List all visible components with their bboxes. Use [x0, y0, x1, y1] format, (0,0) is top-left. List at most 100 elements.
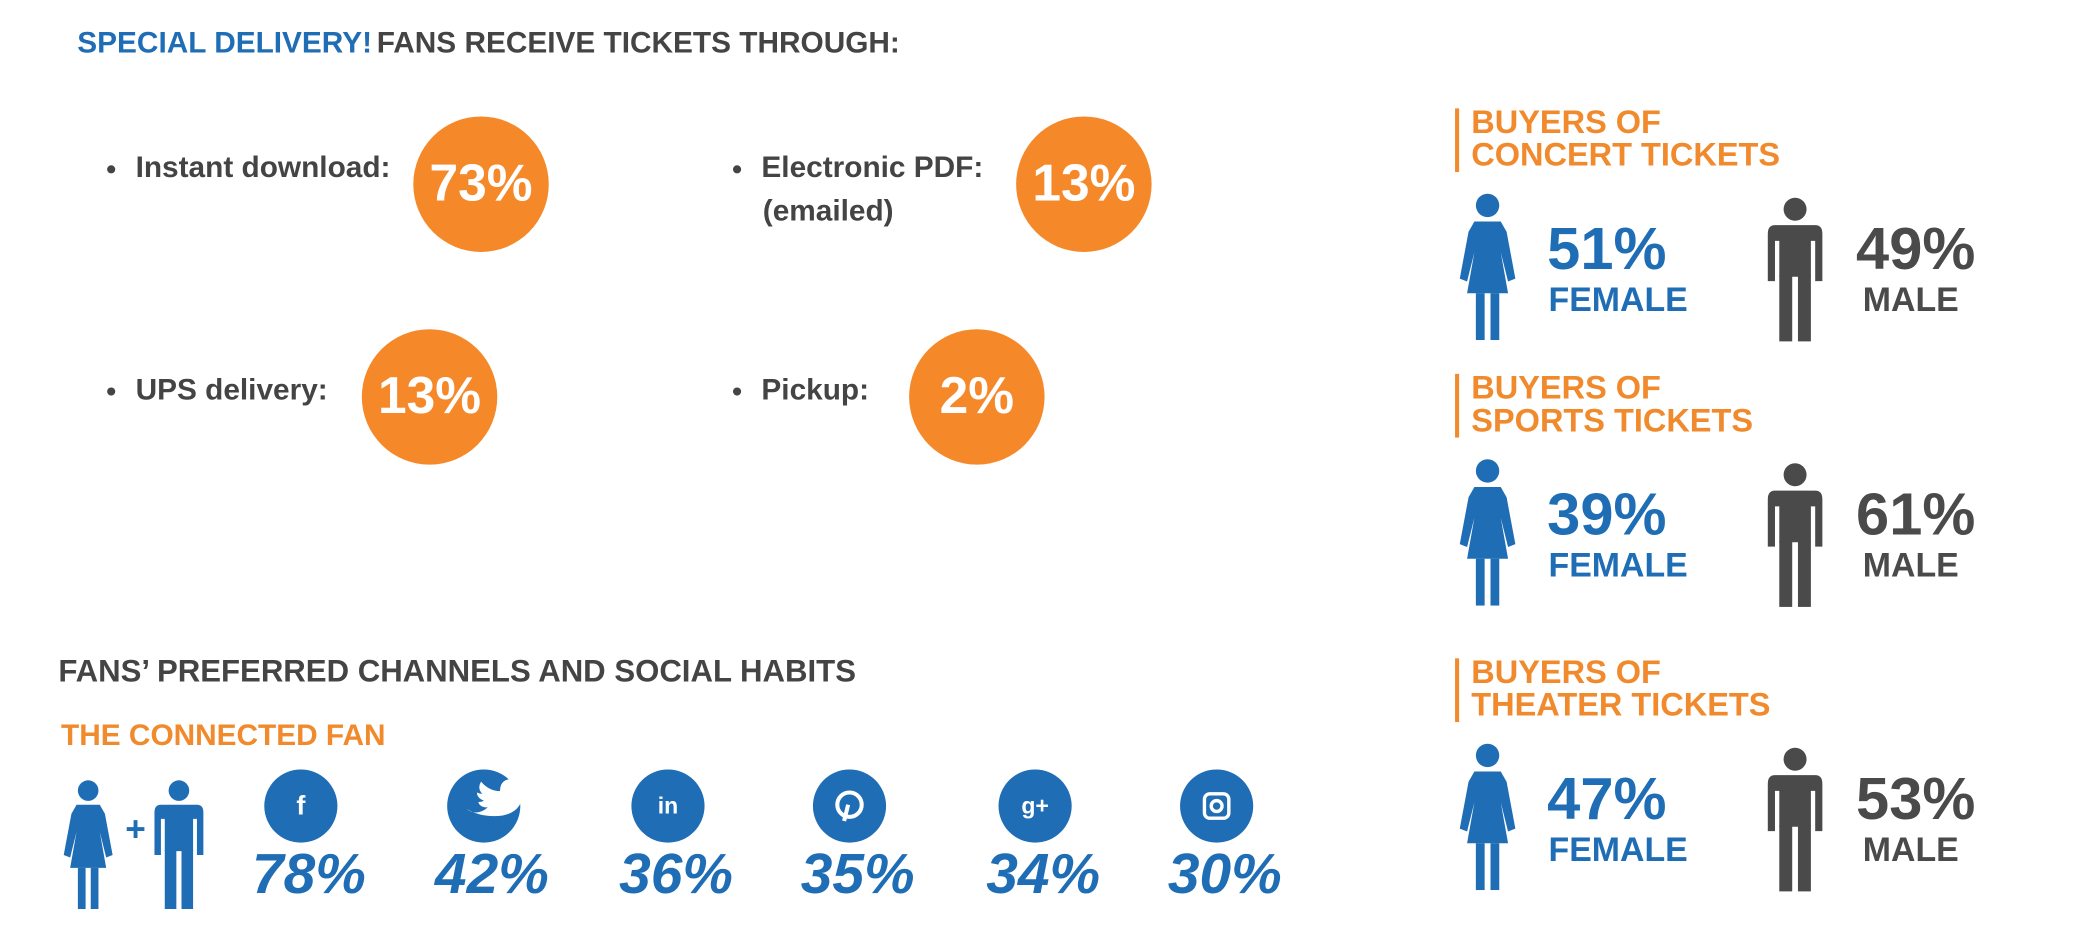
bullet: [733, 165, 742, 174]
female-value: 39%: [1547, 481, 1666, 548]
body: [1459, 221, 1516, 294]
header-title: FANS RECEIVE TICKETS THROUGH:: [377, 27, 900, 60]
male-icon: [1767, 747, 1823, 892]
male-label: MALE: [1863, 547, 1959, 585]
social-title: FANS’ PREFERRED CHANNELS AND SOCIAL HABI…: [58, 654, 856, 689]
channel-icon-label: in: [658, 792, 678, 818]
channel-value: 30%: [1168, 842, 1282, 906]
leg: [164, 849, 177, 910]
value-circle: [413, 116, 549, 252]
torso: [1767, 225, 1823, 282]
leg: [77, 867, 86, 910]
delivery-label: UPS delivery:: [136, 373, 328, 406]
value-circle: [909, 329, 1045, 465]
head: [1475, 743, 1500, 768]
delivery-label: Pickup:: [761, 373, 869, 406]
section-line2: THEATER TICKETS: [1471, 687, 1770, 723]
male-value: 49%: [1856, 215, 1975, 282]
male-label: MALE: [1863, 281, 1959, 319]
head: [1783, 747, 1807, 771]
female-icon: [1459, 459, 1516, 606]
leg: [1490, 843, 1500, 891]
female-icon: [1459, 193, 1516, 341]
torso: [154, 804, 204, 855]
leg: [181, 849, 194, 910]
male-value: 61%: [1856, 481, 1975, 548]
channel-icon: [631, 769, 705, 843]
head: [1783, 463, 1807, 487]
channel-icon: [264, 769, 338, 843]
female-value: 47%: [1547, 765, 1666, 832]
head: [1783, 197, 1807, 221]
social-subtitle: THE CONNECTED FAN: [61, 719, 385, 752]
female-label: FEMALE: [1549, 281, 1688, 319]
female-icon: [63, 780, 113, 910]
bullet: [107, 387, 116, 396]
delivery-value: 73%: [430, 154, 533, 212]
bullet: [733, 387, 742, 396]
leg: [1490, 293, 1500, 341]
head: [1475, 193, 1500, 218]
leg: [1779, 825, 1793, 892]
twitter-bird: [466, 778, 529, 817]
delivery-value: 13%: [1032, 154, 1135, 212]
male-icon: [1767, 463, 1823, 607]
delivery-label: Instant download:: [136, 151, 391, 184]
header-highlight: SPECIAL DELIVERY!: [77, 27, 372, 60]
leg: [1779, 275, 1793, 342]
value-circle: [1016, 116, 1152, 252]
head: [77, 780, 99, 801]
leg: [90, 867, 99, 910]
head: [168, 780, 190, 801]
delivery-value: 13%: [378, 366, 481, 424]
instagram-box: [1202, 792, 1231, 820]
section-bar: [1455, 373, 1460, 438]
head: [1475, 459, 1500, 483]
section-line1: BUYERS OF: [1471, 370, 1661, 406]
section-line1: BUYERS OF: [1471, 654, 1661, 690]
delivery-label: Electronic PDF:: [761, 151, 983, 184]
female-value: 51%: [1547, 215, 1666, 282]
pinterest-ring: [835, 790, 864, 819]
section-bar: [1455, 658, 1460, 723]
body: [63, 804, 113, 868]
channel-value: 34%: [986, 842, 1100, 906]
leg: [1475, 558, 1485, 606]
channel-value: 42%: [434, 842, 549, 906]
female-label: FEMALE: [1549, 547, 1688, 585]
torso: [1767, 775, 1823, 832]
section-line2: CONCERT TICKETS: [1471, 137, 1780, 173]
torso: [1767, 490, 1823, 547]
channel-icon: [998, 769, 1072, 843]
section-bar: [1455, 108, 1460, 173]
delivery-note: (emailed): [763, 195, 894, 228]
body: [1459, 487, 1516, 559]
male-label: MALE: [1863, 831, 1959, 869]
leg: [1779, 540, 1793, 607]
channel-value: 35%: [801, 842, 915, 906]
leg: [1475, 293, 1485, 341]
delivery-value: 2%: [940, 366, 1014, 424]
leg: [1797, 275, 1811, 342]
value-circle: [361, 329, 498, 465]
section-line1: BUYERS OF: [1471, 104, 1661, 140]
male-icon: [1767, 197, 1823, 342]
instagram-lens: [1209, 798, 1224, 814]
section-line2: SPORTS TICKETS: [1471, 402, 1753, 438]
body: [1459, 771, 1516, 844]
female-icon: [1459, 743, 1516, 891]
leg: [1490, 558, 1500, 606]
channel-icon: [1180, 769, 1254, 843]
channel-icon-label: g+: [1021, 792, 1049, 818]
pinterest-stem: [842, 804, 851, 822]
female-label: FEMALE: [1549, 831, 1688, 869]
leg: [1475, 843, 1485, 891]
channel-icon-label: f: [296, 790, 306, 821]
leg: [1797, 825, 1811, 892]
plus-sign: +: [125, 810, 146, 849]
leg: [1797, 540, 1811, 607]
male-icon: [154, 780, 204, 910]
bullet: [107, 165, 116, 174]
channel-value: 36%: [619, 842, 733, 906]
